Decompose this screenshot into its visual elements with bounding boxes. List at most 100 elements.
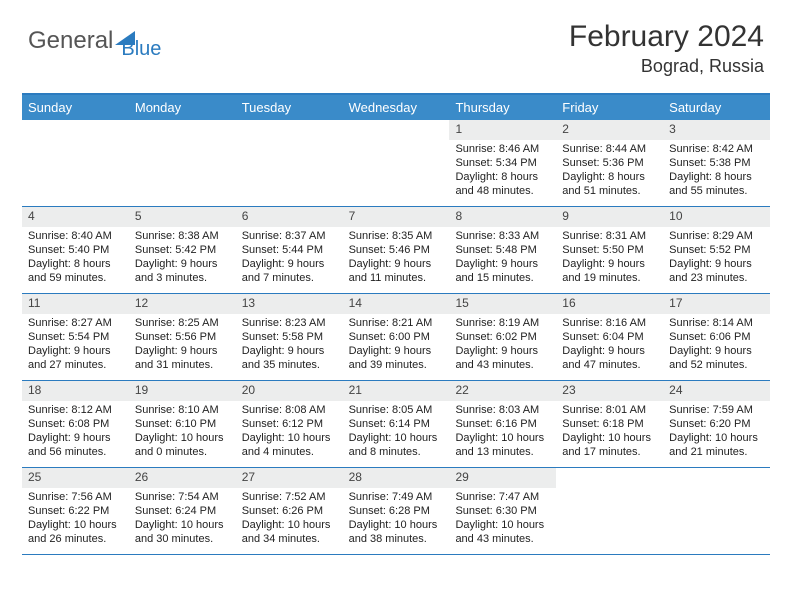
day-body: Sunrise: 8:40 AMSunset: 5:40 PMDaylight:…	[22, 227, 129, 290]
day-number: 27	[236, 468, 343, 488]
daylight-text: Daylight: 9 hours and 11 minutes.	[349, 257, 444, 286]
week-row: 11Sunrise: 8:27 AMSunset: 5:54 PMDayligh…	[22, 294, 770, 381]
daylight-text: Daylight: 10 hours and 13 minutes.	[455, 431, 550, 460]
sunrise-text: Sunrise: 8:19 AM	[455, 316, 550, 330]
day-cell: 16Sunrise: 8:16 AMSunset: 6:04 PMDayligh…	[556, 294, 663, 380]
sunrise-text: Sunrise: 8:14 AM	[669, 316, 764, 330]
day-number: 22	[449, 381, 556, 401]
daylight-text: Daylight: 10 hours and 30 minutes.	[135, 518, 230, 547]
day-cell: 11Sunrise: 8:27 AMSunset: 5:54 PMDayligh…	[22, 294, 129, 380]
daylight-text: Daylight: 10 hours and 0 minutes.	[135, 431, 230, 460]
day-body: Sunrise: 8:01 AMSunset: 6:18 PMDaylight:…	[556, 401, 663, 464]
week-row: 25Sunrise: 7:56 AMSunset: 6:22 PMDayligh…	[22, 468, 770, 555]
day-body: Sunrise: 8:42 AMSunset: 5:38 PMDaylight:…	[663, 140, 770, 203]
calendar: SundayMondayTuesdayWednesdayThursdayFrid…	[22, 93, 770, 555]
sunset-text: Sunset: 5:56 PM	[135, 330, 230, 344]
day-cell	[343, 120, 450, 206]
day-number: 2	[556, 120, 663, 140]
day-number: 15	[449, 294, 556, 314]
day-cell: 23Sunrise: 8:01 AMSunset: 6:18 PMDayligh…	[556, 381, 663, 467]
day-number: 12	[129, 294, 236, 314]
weekday-header: Tuesday	[236, 95, 343, 120]
sunset-text: Sunset: 5:44 PM	[242, 243, 337, 257]
day-body: Sunrise: 8:46 AMSunset: 5:34 PMDaylight:…	[449, 140, 556, 203]
day-number: 1	[449, 120, 556, 140]
logo-text-general: General	[28, 27, 113, 55]
sunrise-text: Sunrise: 8:08 AM	[242, 403, 337, 417]
day-cell	[663, 468, 770, 554]
day-cell: 27 Sunrise: 7:52 AMSunset: 6:26 PMDayligh…	[236, 468, 343, 554]
weekday-header: Friday	[556, 95, 663, 120]
daylight-text: Daylight: 10 hours and 38 minutes.	[349, 518, 444, 547]
daylight-text: Daylight: 9 hours and 27 minutes.	[28, 344, 123, 373]
weekday-header-row: SundayMondayTuesdayWednesdayThursdayFrid…	[22, 95, 770, 120]
sunrise-text: Sunrise: 8:37 AM	[242, 229, 337, 243]
day-cell: 21Sunrise: 8:05 AMSunset: 6:14 PMDayligh…	[343, 381, 450, 467]
day-number: 6	[236, 207, 343, 227]
sunrise-text: Sunrise: 8:40 AM	[28, 229, 123, 243]
weekday-header: Thursday	[449, 95, 556, 120]
sunset-text: Sunset: 5:36 PM	[562, 156, 657, 170]
weekday-header: Monday	[129, 95, 236, 120]
day-cell: 9Sunrise: 8:31 AMSunset: 5:50 PMDaylight…	[556, 207, 663, 293]
sunrise-text: Sunrise: 8:12 AM	[28, 403, 123, 417]
daylight-text: Daylight: 9 hours and 7 minutes.	[242, 257, 337, 286]
daylight-text: Daylight: 8 hours and 55 minutes.	[669, 170, 764, 199]
sunset-text: Sunset: 5:38 PM	[669, 156, 764, 170]
sunset-text: Sunset: 5:52 PM	[669, 243, 764, 257]
location: Bograd, Russia	[569, 56, 764, 77]
sunset-text: Sunset: 6:24 PM	[135, 504, 230, 518]
sunrise-text: Sunrise: 8:38 AM	[135, 229, 230, 243]
day-body: Sunrise: 8:29 AMSunset: 5:52 PMDaylight:…	[663, 227, 770, 290]
sunrise-text: Sunrise: 7:52 AM	[242, 490, 337, 504]
day-cell: 4Sunrise: 8:40 AMSunset: 5:40 PMDaylight…	[22, 207, 129, 293]
day-number: 8	[449, 207, 556, 227]
sunset-text: Sunset: 6:00 PM	[349, 330, 444, 344]
sunset-text: Sunset: 5:34 PM	[455, 156, 550, 170]
sunset-text: Sunset: 6:08 PM	[28, 417, 123, 431]
sunrise-text: Sunrise: 8:27 AM	[28, 316, 123, 330]
day-number: 7	[343, 207, 450, 227]
day-number: 25	[22, 468, 129, 488]
daylight-text: Daylight: 10 hours and 4 minutes.	[242, 431, 337, 460]
week-row: 1Sunrise: 8:46 AMSunset: 5:34 PMDaylight…	[22, 120, 770, 207]
daylight-text: Daylight: 9 hours and 19 minutes.	[562, 257, 657, 286]
week-row: 4Sunrise: 8:40 AMSunset: 5:40 PMDaylight…	[22, 207, 770, 294]
sunrise-text: Sunrise: 8:23 AM	[242, 316, 337, 330]
daylight-text: Daylight: 8 hours and 48 minutes.	[455, 170, 550, 199]
day-cell: 2Sunrise: 8:44 AMSunset: 5:36 PMDaylight…	[556, 120, 663, 206]
day-number: 17	[663, 294, 770, 314]
day-number: 18	[22, 381, 129, 401]
sunrise-text: Sunrise: 7:59 AM	[669, 403, 764, 417]
day-body: Sunrise: 8:10 AMSunset: 6:10 PMDaylight:…	[129, 401, 236, 464]
daylight-text: Daylight: 8 hours and 59 minutes.	[28, 257, 123, 286]
day-body: Sunrise: 7:49 AMSunset: 6:28 PMDaylight:…	[343, 488, 450, 551]
day-body: Sunrise: 8:03 AMSunset: 6:16 PMDaylight:…	[449, 401, 556, 464]
header: General Blue February 2024 Bograd, Russi…	[0, 0, 792, 87]
sunset-text: Sunset: 5:50 PM	[562, 243, 657, 257]
week-row: 18 Sunrise: 8:12 AMSunset: 6:08 PM Dayligh…	[22, 381, 770, 468]
day-number: 13	[236, 294, 343, 314]
day-cell: 6 Sunrise: 8:37 AMSunset: 5:44 PMDaylight…	[236, 207, 343, 293]
day-body: Sunrise: 8:05 AMSunset: 6:14 PMDaylight:…	[343, 401, 450, 464]
day-cell: 20Sunrise: 8:08 AMSunset: 6:12 PMDayligh…	[236, 381, 343, 467]
logo-text-blue: Blue	[121, 38, 161, 61]
day-number: 19	[129, 381, 236, 401]
day-cell: 22Sunrise: 8:03 AMSunset: 6:16 PMDayligh…	[449, 381, 556, 467]
daylight-text: Daylight: 9 hours and 52 minutes.	[669, 344, 764, 373]
sunset-text: Sunset: 6:26 PM	[242, 504, 337, 518]
day-cell	[22, 120, 129, 206]
sunrise-text: Sunrise: 8:01 AM	[562, 403, 657, 417]
day-number: 3	[663, 120, 770, 140]
daylight-text: Daylight: 9 hours and 15 minutes.	[455, 257, 550, 286]
sunrise-text: Sunrise: 8:05 AM	[349, 403, 444, 417]
sunset-text: Sunset: 6:22 PM	[28, 504, 123, 518]
daylight-text: Daylight: 10 hours and 34 minutes.	[242, 518, 337, 547]
day-number: 23	[556, 381, 663, 401]
month-title: February 2024	[569, 20, 764, 54]
daylight-text: Daylight: 9 hours and 23 minutes.	[669, 257, 764, 286]
day-body: Sunrise: 8:19 AMSunset: 6:02 PMDaylight:…	[449, 314, 556, 377]
day-body: Sunrise: 8:44 AMSunset: 5:36 PMDaylight:…	[556, 140, 663, 203]
day-cell: 13Sunrise: 8:23 AMSunset: 5:58 PMDayligh…	[236, 294, 343, 380]
day-body: Sunrise: 8:25 AMSunset: 5:56 PMDaylight:…	[129, 314, 236, 377]
